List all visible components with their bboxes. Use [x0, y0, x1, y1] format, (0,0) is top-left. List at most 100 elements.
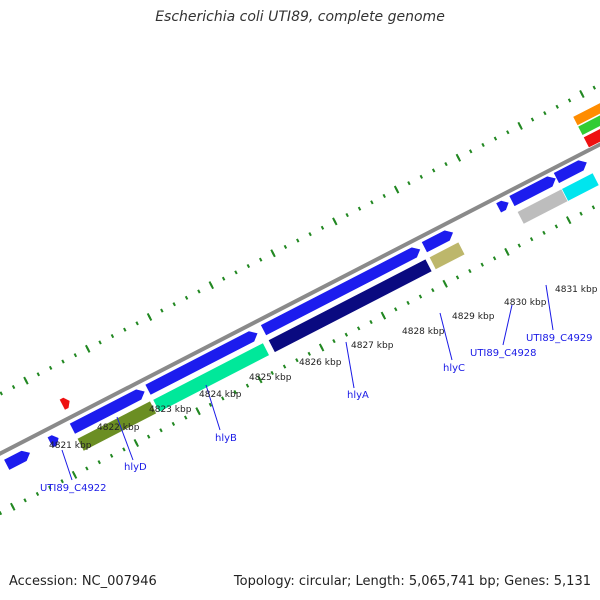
gene-label: UTI89_C4928 [470, 348, 537, 359]
scale-tick [71, 470, 78, 479]
scale-tick [23, 376, 29, 385]
outer-tick-mark [320, 225, 325, 230]
map-title: Escherichia coli UTI89, complete genome [155, 9, 445, 25]
cds-arrow [495, 200, 510, 214]
scale-tick [208, 281, 214, 290]
kbp-label: 4826 kbp [299, 358, 342, 368]
gene-leader-line [439, 312, 453, 361]
feature-track-navy [267, 258, 433, 353]
outer-tick-mark [308, 232, 312, 237]
inner-tick-mark [394, 307, 398, 312]
gene-leader-line [61, 449, 73, 481]
outer-tick-mark [258, 257, 263, 262]
scale-tick [579, 90, 585, 99]
inner-tick-mark [529, 237, 534, 242]
kbp-label: 4831 kbp [555, 285, 598, 295]
outer-tick-mark [555, 104, 559, 109]
cds-arrow [420, 229, 454, 254]
inner-tick-mark [591, 205, 596, 210]
outer-tick-mark [370, 200, 374, 205]
scale-tick [380, 311, 387, 320]
outer-tick-mark [48, 365, 53, 370]
outer-tick-mark [283, 244, 288, 249]
outer-tick-mark [543, 111, 547, 116]
inner-tick-mark [492, 256, 497, 261]
inner-tick-mark [344, 332, 349, 337]
inner-tick-mark [307, 351, 311, 356]
topology-summary: Topology: circular; Length: 5,065,741 bp… [233, 574, 591, 589]
scale-tick [85, 344, 91, 353]
red-feature [582, 128, 600, 149]
inner-tick-mark [332, 339, 336, 344]
outer-tick-mark [481, 142, 485, 148]
inner-tick-mark [406, 300, 410, 305]
gene-label: hlyC [443, 363, 465, 374]
inner-tick-mark [85, 466, 89, 471]
outer-tick-mark [592, 85, 596, 90]
red-feature [58, 397, 71, 411]
inner-tick-mark [468, 268, 472, 274]
outer-tick-mark [36, 372, 41, 377]
outer-tick-mark [98, 340, 102, 345]
scale-tick [133, 439, 140, 448]
inner-tick-mark [171, 421, 176, 426]
scale-tick [393, 185, 400, 194]
inner-tick-mark [245, 383, 250, 388]
cds-arrow [508, 175, 557, 207]
backbone-line [0, 142, 600, 456]
gene-label: hlyD [124, 462, 147, 473]
inner-tick-mark [418, 294, 423, 299]
kbp-label: 4828 kbp [402, 327, 445, 337]
outer-tick-mark [184, 295, 189, 300]
gene-leader-line [345, 341, 355, 389]
gene-leader-line [116, 416, 134, 461]
inner-tick-mark [35, 491, 40, 497]
outer-tick-mark [506, 130, 510, 135]
outer-tick-mark [382, 193, 386, 199]
scale-tick [257, 375, 263, 384]
scale-tick [318, 343, 325, 352]
inner-tick-mark [282, 364, 287, 369]
scale-tick [455, 153, 462, 162]
gene-leader-line [502, 304, 513, 346]
inner-tick-mark [0, 511, 3, 516]
inner-tick-mark [455, 275, 460, 280]
feature-track-orange [572, 102, 600, 127]
outer-tick-mark [530, 117, 535, 122]
outer-tick-mark [431, 168, 436, 173]
inner-tick-mark [146, 434, 151, 439]
inner-tick-mark [517, 243, 522, 248]
outer-tick-mark [444, 162, 448, 167]
kbp-label: 4829 kbp [452, 312, 495, 322]
outer-tick-mark [0, 391, 3, 396]
kbp-label: 4827 kbp [351, 341, 394, 351]
outer-tick-mark [419, 174, 424, 179]
inner-tick-mark [159, 428, 163, 433]
outer-tick-mark [234, 270, 238, 275]
scale-tick [517, 121, 523, 130]
gene-label: UTI89_C4922 [40, 483, 107, 494]
feature-track-green [577, 114, 600, 136]
scale-tick [332, 217, 338, 226]
inner-tick-mark [369, 319, 373, 325]
inner-tick-mark [97, 460, 101, 465]
kbp-label: 4823 kbp [149, 405, 192, 415]
scale-tick [10, 502, 16, 511]
inner-tick-mark [221, 396, 225, 401]
scale-tick [195, 407, 201, 416]
cds-arrow [144, 330, 259, 396]
gene-leader-line [545, 284, 554, 331]
inner-tick-mark [295, 358, 299, 363]
scale-tick [270, 249, 276, 258]
inner-tick-mark [48, 485, 52, 490]
scale-tick [146, 312, 153, 321]
outer-tick-mark [11, 384, 16, 390]
feature-track-olive [76, 400, 157, 452]
feature-track-aqua [152, 342, 270, 413]
outer-tick-mark [221, 276, 226, 281]
outer-tick-mark [567, 98, 572, 103]
feature-track-cyan [561, 172, 600, 202]
gene-label: hlyA [347, 390, 369, 401]
inner-tick-mark [184, 415, 188, 420]
